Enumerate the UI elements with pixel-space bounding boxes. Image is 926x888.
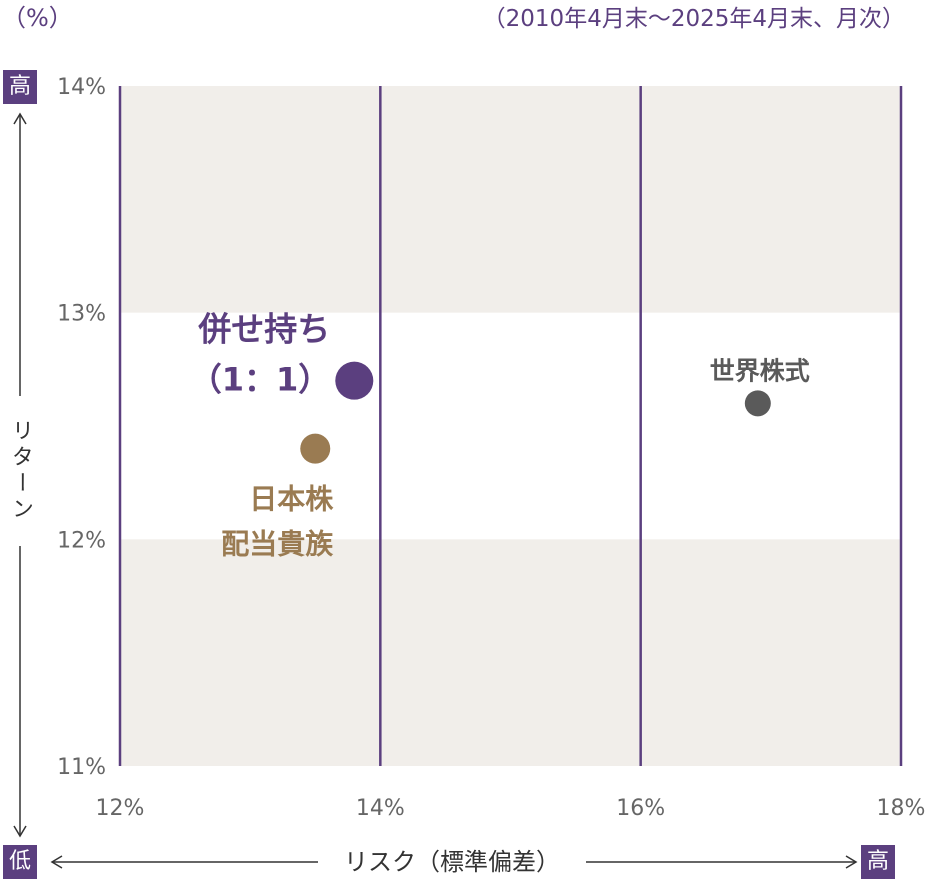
plot-bands: [120, 86, 901, 766]
point-label: 世界株式: [710, 356, 810, 385]
x-tick-label: 12%: [96, 796, 145, 821]
x-high-badge: 高: [861, 845, 895, 879]
point-label: 日本株: [249, 483, 334, 516]
y-axis-title: リターン: [8, 419, 33, 523]
unit-label: （%）: [2, 4, 73, 32]
band-0: [120, 539, 901, 766]
point-sublabel: 配当貴族: [221, 528, 334, 561]
y-tick-labels: 11% 12% 13% 14%: [57, 75, 106, 780]
x-tick-label: 16%: [616, 796, 665, 821]
y-tick-label: 14%: [57, 75, 106, 100]
grid-lines: [118, 86, 903, 766]
point-2: [300, 433, 331, 464]
x-tick-label: 18%: [877, 796, 926, 821]
x-tick-labels: 12% 14% 16% 18%: [96, 796, 926, 821]
y-high-badge: 高: [3, 70, 37, 104]
y-axis-arrow: [13, 112, 27, 838]
point-label: 併せ持ち: [197, 310, 330, 349]
point-3: [744, 390, 771, 417]
y-low-badge: 低: [3, 845, 37, 879]
y-tick-label: 12%: [57, 528, 106, 553]
y-tick-label: 11%: [57, 755, 106, 780]
band-1: [120, 86, 901, 313]
point-sublabel: （1：1）: [190, 361, 331, 399]
x-axis-title: リスク（標準偏差）: [344, 848, 560, 876]
x-axis-arrow: [50, 855, 858, 869]
x-tick-label: 14%: [356, 796, 405, 821]
point-1: [335, 361, 374, 400]
y-tick-label: 13%: [57, 302, 106, 327]
period-label: （2010年4月末～2025年4月末、月次）: [483, 6, 905, 32]
